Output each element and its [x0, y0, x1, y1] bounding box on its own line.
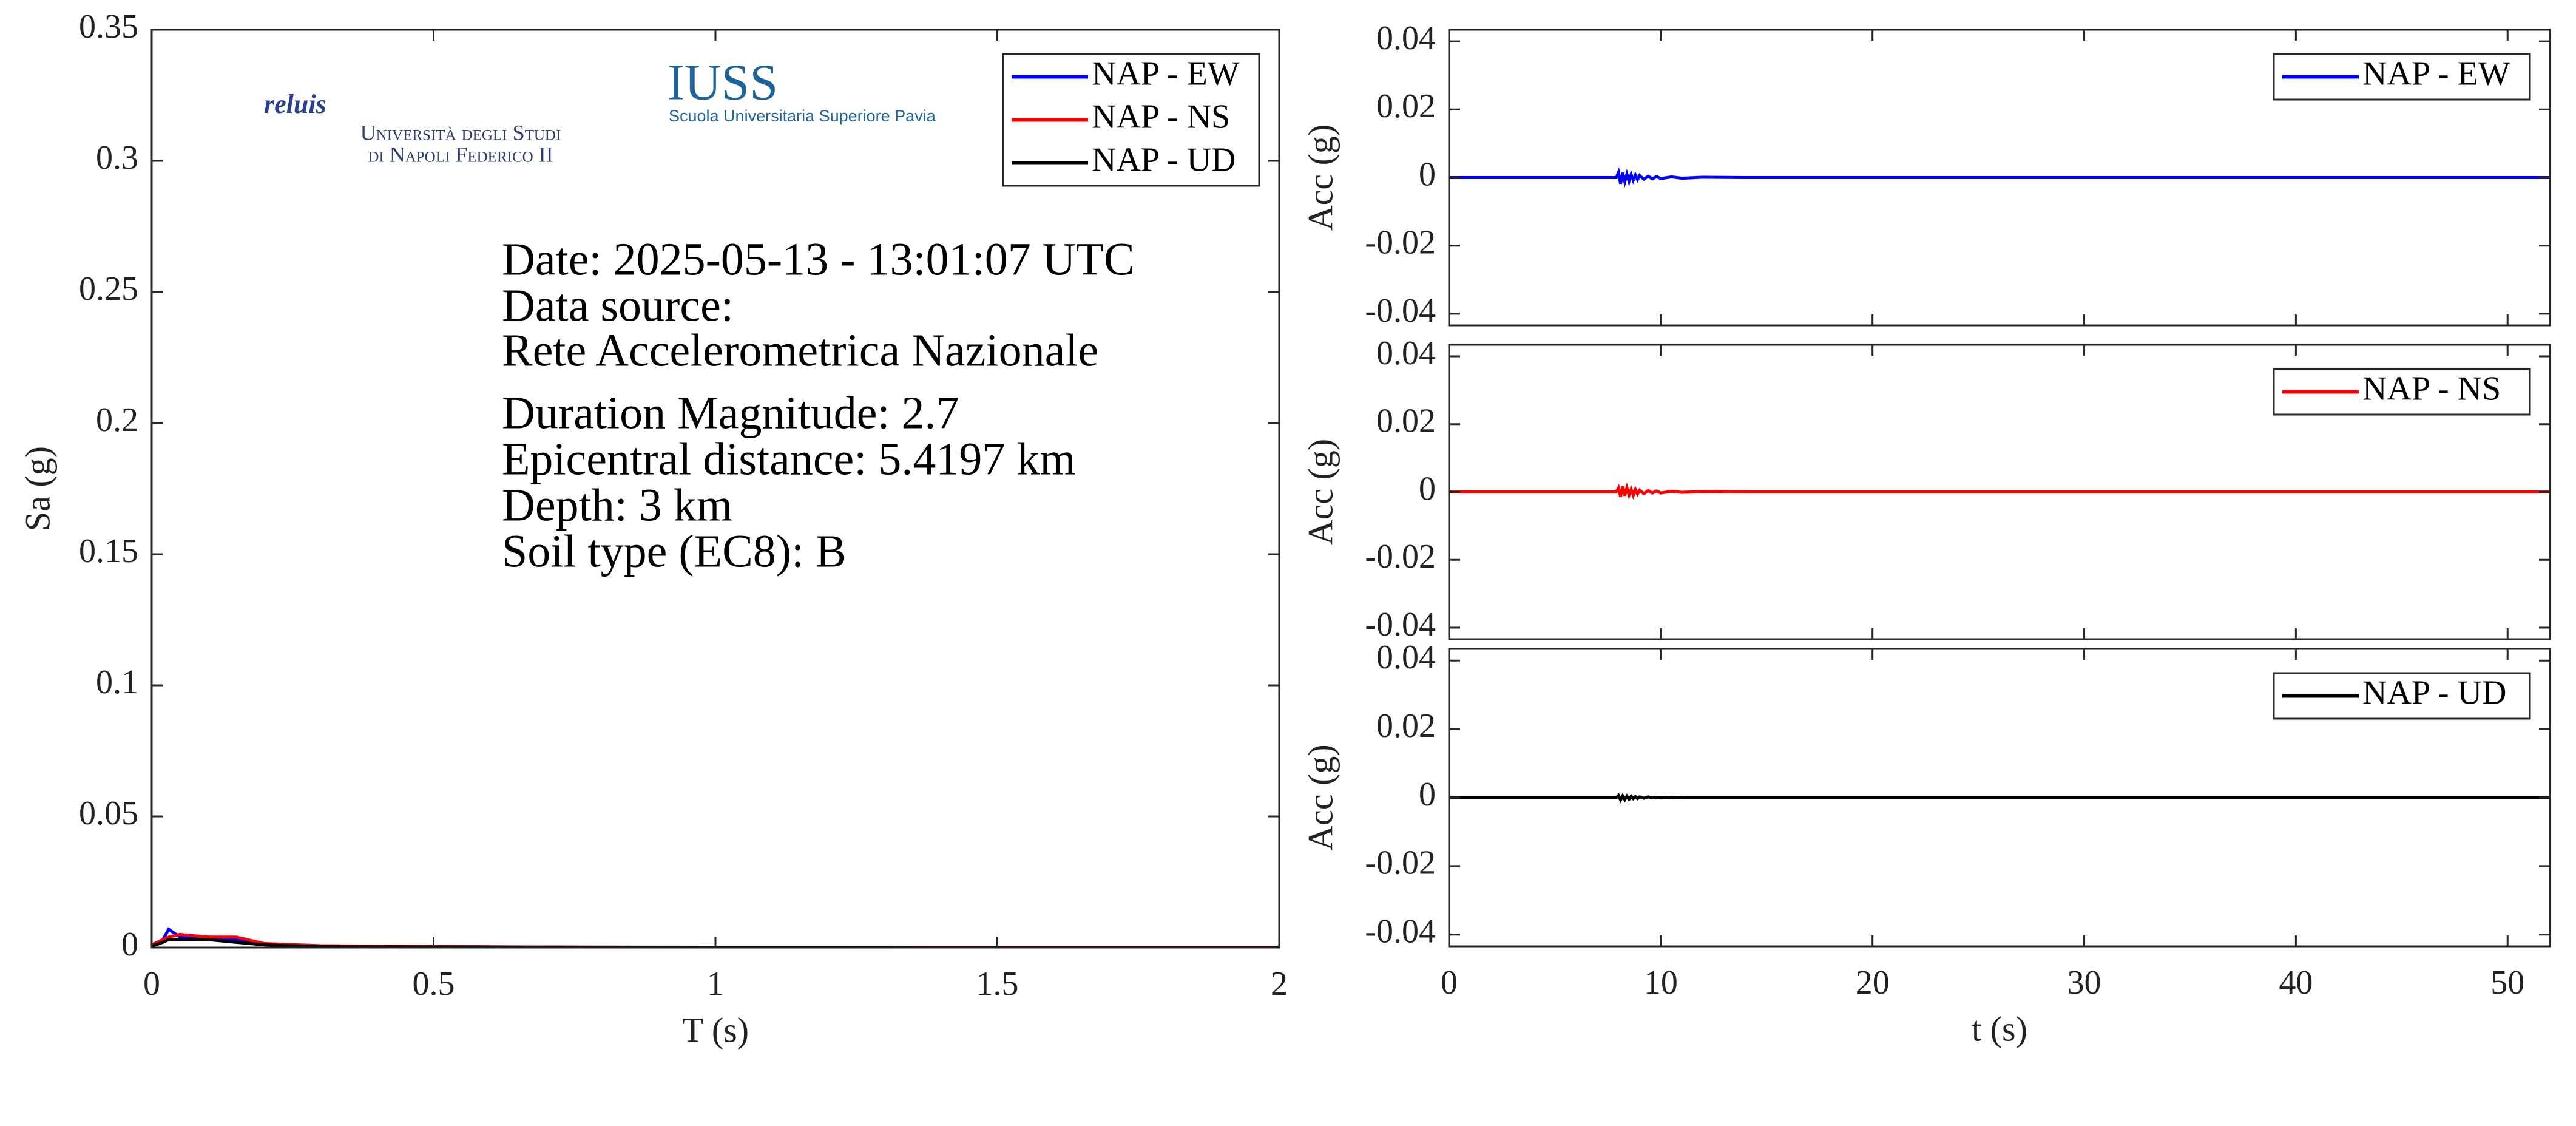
- y-axis-label: Acc (g): [1300, 124, 1340, 231]
- x-axis-label: T (s): [682, 1010, 749, 1050]
- annotation: Duration Magnitude: 2.7: [502, 387, 959, 438]
- axes: 0 0.05 0.1 0.15 0.2 0.25 0.3 0.35 0 0.5 1 1.5 2 T (s)…: [18, 8, 1288, 1050]
- x-axis-label: t (s): [1972, 1009, 2027, 1048]
- x-tick-label: 10: [1644, 964, 1678, 1002]
- series-line: [1449, 792, 2550, 804]
- logo-text: Scuola Universitaria Superiore Pavia: [669, 107, 936, 125]
- y-axis-label: Sa (g): [18, 446, 57, 531]
- y-tick-label: 0.04: [1376, 334, 1436, 372]
- y-tick-label: 0.02: [1376, 87, 1436, 125]
- y-tick-label: 0.1: [96, 663, 138, 701]
- series-line: [1449, 482, 2550, 500]
- series-line: [1449, 167, 2550, 188]
- y-tick-label: 0.35: [79, 8, 138, 46]
- y-tick-label: 0: [1419, 470, 1436, 507]
- y-tick-label: 0.04: [1376, 639, 1436, 676]
- y-tick-label: 0.3: [96, 139, 138, 177]
- y-tick-label: 0.2: [96, 401, 138, 439]
- annotation: Data source:: [502, 280, 734, 331]
- axes: -0.04 -0.02 0 0.02 0.04 Acc (g) NAP - NS: [1300, 334, 2551, 643]
- annotation: Depth: 3 km: [502, 480, 732, 531]
- y-tick-label: -0.02: [1365, 844, 1436, 882]
- x-tick-label: 1: [707, 965, 724, 1003]
- data-layer: [1449, 167, 2550, 188]
- y-tick-label: 0: [121, 926, 138, 963]
- logo-text: di Napoli Federico II: [368, 142, 553, 166]
- y-tick-label: 0.05: [79, 795, 138, 832]
- axes: -0.04 -0.02 0 0.02 0.04 Acc (g) NAP - EW: [1300, 19, 2551, 330]
- y-axis-label: Acc (g): [1300, 744, 1340, 851]
- y-tick-label: 0.25: [79, 270, 138, 308]
- annotation: Date: 2025-05-13 - 13:01:07 UTC: [502, 234, 1135, 285]
- logo-text: IUSS: [668, 54, 778, 110]
- data-layer: [1449, 482, 2550, 500]
- annotation: Soil type (EC8): B: [502, 526, 847, 577]
- y-tick-label: 0.02: [1376, 707, 1436, 745]
- y-tick-label: 0: [1419, 776, 1436, 813]
- legend-label: NAP - UD: [1092, 141, 1236, 178]
- y-tick-label: 0.15: [79, 532, 138, 570]
- y-tick-label: 0.02: [1376, 402, 1436, 440]
- x-tick-label: 20: [1856, 964, 1890, 1002]
- y-tick-label: -0.04: [1365, 606, 1436, 643]
- annotation: Epicentral distance: 5.4197 km: [502, 433, 1076, 484]
- annotation: Rete Accelerometrica Nazionale: [502, 325, 1098, 376]
- y-axis-label: Acc (g): [1300, 439, 1340, 546]
- legend-label: NAP - NS: [2362, 370, 2501, 407]
- data-layer: [1449, 792, 2550, 804]
- x-tick-label: 0.5: [413, 965, 455, 1003]
- y-tick-label: 0: [1419, 155, 1436, 193]
- x-tick-label: 30: [2067, 964, 2101, 1002]
- x-tick-label: 40: [2279, 964, 2313, 1002]
- logo-text: Università degli Studi: [360, 120, 561, 144]
- legend-label: NAP - EW: [2362, 55, 2510, 92]
- y-tick-label: -0.04: [1365, 292, 1436, 330]
- y-tick-label: 0.04: [1376, 19, 1436, 57]
- legend-label: NAP - NS: [1092, 98, 1230, 135]
- axes: -0.04 -0.02 0 0.02 0.04 0 10 20 30 40 50 t (s) Acc (…: [1300, 639, 2551, 1048]
- legend-label: NAP - EW: [1092, 55, 1240, 92]
- y-tick-label: -0.04: [1365, 913, 1436, 951]
- y-tick-label: -0.02: [1365, 224, 1436, 262]
- legend-label: NAP - UD: [2362, 674, 2506, 711]
- x-tick-label: 2: [1271, 965, 1288, 1003]
- y-tick-label: -0.02: [1365, 538, 1436, 575]
- x-tick-label: 50: [2490, 964, 2524, 1002]
- x-tick-label: 1.5: [976, 965, 1019, 1003]
- x-tick-label: 0: [143, 965, 160, 1003]
- logo-text: reluis: [264, 89, 326, 119]
- x-tick-label: 0: [1441, 964, 1458, 1002]
